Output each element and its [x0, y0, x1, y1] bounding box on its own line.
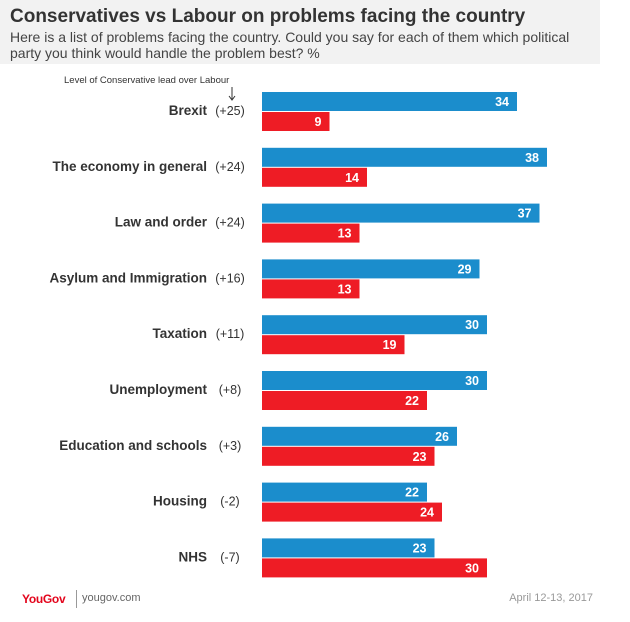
category-label: Taxation	[152, 326, 207, 341]
value-label-labour: 30	[465, 561, 479, 575]
bar-conservative	[262, 147, 547, 167]
bar-labour	[262, 446, 435, 466]
value-label-conservative: 23	[413, 541, 427, 555]
category-label: Asylum and Immigration	[49, 270, 207, 285]
lead-note: Level of Conservative lead over Labour	[64, 75, 230, 86]
yougov-logo: YouGov	[22, 592, 66, 606]
bar-conservative	[262, 371, 487, 390]
footer-site[interactable]: yougov.com	[82, 592, 141, 604]
category-label: The economy in general	[52, 159, 207, 174]
value-label-conservative: 22	[405, 486, 419, 500]
bar-labour	[262, 558, 487, 578]
bar-conservative	[262, 482, 427, 502]
bar-labour	[262, 335, 405, 355]
value-label-conservative: 26	[435, 430, 449, 444]
lead-label: (-2)	[220, 495, 239, 509]
value-label-conservative: 37	[518, 207, 532, 221]
value-label-conservative: 30	[465, 318, 479, 332]
bar-labour	[262, 279, 360, 299]
lead-label: (+8)	[219, 383, 242, 397]
lead-label: (+11)	[216, 327, 245, 341]
header-band	[0, 0, 600, 64]
lead-label: (+16)	[215, 271, 245, 285]
value-label-conservative: 30	[465, 374, 479, 388]
lead-label: (+24)	[215, 160, 245, 174]
category-label: Brexit	[169, 103, 208, 118]
value-label-labour: 14	[345, 171, 359, 185]
bar-labour	[262, 223, 360, 243]
value-label-labour: 22	[405, 394, 419, 408]
bar-conservative	[262, 92, 517, 111]
category-label: Unemployment	[109, 382, 207, 397]
bar-conservative	[262, 259, 480, 279]
value-label-labour: 13	[338, 282, 352, 296]
down-arrow-icon	[228, 87, 236, 101]
value-label-labour: 13	[338, 227, 352, 241]
footer-date: April 12-13, 2017	[509, 592, 593, 604]
value-label-conservative: 29	[458, 262, 472, 276]
bar-conservative	[262, 426, 457, 446]
category-label: NHS	[178, 549, 207, 564]
value-label-conservative: 38	[525, 151, 539, 165]
value-label-labour: 23	[413, 450, 427, 464]
chart-subtitle: Here is a list of problems facing the co…	[10, 29, 570, 61]
bar-conservative	[262, 538, 435, 558]
bar-conservative	[262, 315, 487, 335]
value-label-labour: 19	[383, 338, 397, 352]
category-label: Law and order	[115, 215, 208, 230]
bar-labour	[262, 167, 367, 187]
chart-title: Conservatives vs Labour on problems faci…	[10, 6, 526, 27]
bar-labour	[262, 112, 330, 131]
bar-labour	[262, 391, 427, 410]
bar-labour	[262, 502, 442, 522]
value-label-conservative: 34	[495, 95, 509, 109]
lead-label: (+25)	[215, 104, 245, 118]
value-label-labour: 9	[315, 115, 322, 129]
value-label-labour: 24	[420, 506, 434, 520]
bar-conservative	[262, 203, 540, 223]
footer-divider	[76, 590, 77, 608]
lead-label: (+24)	[215, 216, 245, 230]
lead-label: (+3)	[219, 439, 242, 453]
category-label: Education and schools	[59, 438, 207, 453]
category-label: Housing	[153, 494, 207, 509]
lead-label: (-7)	[220, 550, 239, 564]
